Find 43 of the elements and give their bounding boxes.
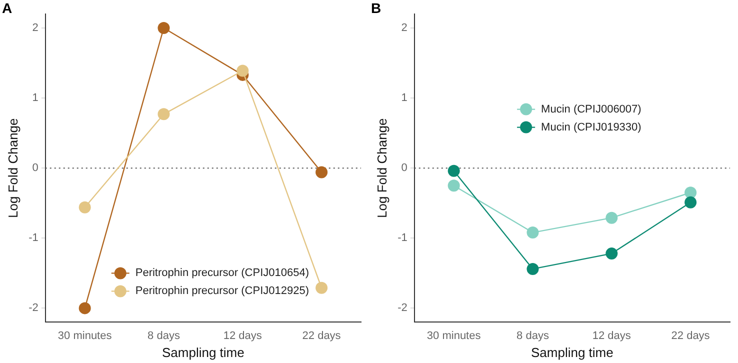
y-tick-label: -1 [28, 232, 38, 244]
x-tick-label: 8 days [148, 330, 180, 342]
x-axis-title: Sampling time [531, 344, 614, 360]
point [78, 302, 91, 314]
legend-label: Mucin (CPIJ019330) [541, 121, 642, 134]
point [606, 248, 618, 260]
y-axis-title: Log Fold Change [5, 118, 20, 218]
y-tick-label: 2 [401, 22, 408, 34]
point [158, 108, 170, 120]
legend-label: Mucin (CPIJ006007) [541, 103, 642, 116]
y-tick-label: 1 [32, 92, 38, 104]
point [526, 226, 539, 239]
y-axis-title: Log Fold Change [374, 118, 390, 218]
chart-title: B [371, 0, 382, 16]
point [606, 212, 618, 224]
point [236, 64, 249, 77]
x-tick-label: 12 days [223, 330, 262, 342]
point [316, 282, 328, 294]
x-tick-label: 30 minutes [426, 330, 482, 342]
chart-title: A [2, 0, 12, 16]
point [316, 166, 328, 178]
x-tick-label: 22 days [671, 330, 710, 342]
point [448, 164, 460, 177]
legend-label: Peritrophin precursor (CPIJ010654) [135, 267, 310, 280]
x-tick-label: 8 days [516, 330, 550, 342]
y-tick-label: 1 [401, 92, 408, 104]
point [684, 186, 697, 199]
y-tick-label: 2 [32, 22, 38, 34]
y-tick-label: -1 [398, 232, 408, 244]
y-tick-label: 0 [32, 162, 38, 174]
point [526, 262, 539, 275]
legend-label: Peritrophin precursor (CPIJ012925) [135, 285, 310, 298]
x-tick-label: 12 days [592, 330, 632, 342]
x-axis-title: Sampling time [162, 344, 244, 360]
point [158, 22, 170, 34]
x-tick-label: 22 days [302, 330, 342, 342]
y-tick-label: 0 [401, 162, 408, 174]
y-tick-label: -2 [28, 302, 38, 314]
point [448, 180, 460, 192]
y-tick-label: -2 [398, 302, 408, 314]
point [78, 201, 91, 214]
point [684, 196, 697, 208]
x-tick-label: 30 minutes [58, 330, 112, 342]
